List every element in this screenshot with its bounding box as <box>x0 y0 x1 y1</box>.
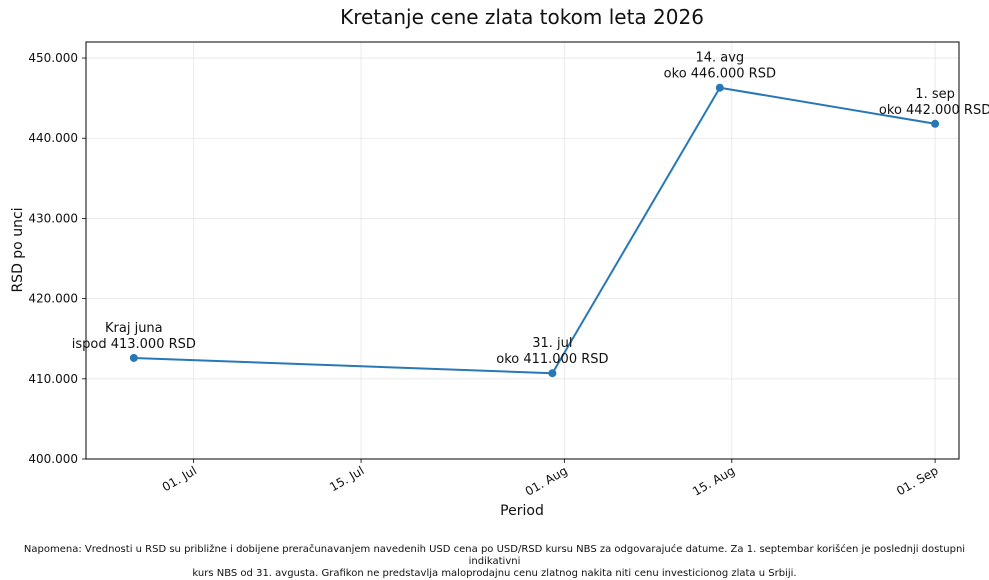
data-label: 14. avg <box>695 51 744 66</box>
data-label: ispod 413.000 RSD <box>72 337 196 352</box>
x-tick-label: 01. Jul <box>160 463 199 494</box>
y-axis-ticks: 400.000 410.000 420.000 430.000 440.000 450.0… <box>28 51 86 466</box>
series-line <box>129 83 940 378</box>
x-axis-ticks: 01. Jul 15. Jul 01. Aug 15. Aug 01. Sep <box>160 459 941 499</box>
y-tick-label: 400.000 <box>28 452 78 466</box>
data-label: Kraj juna <box>105 321 163 336</box>
chart-title: Kretanje cene zlata tokom leta 2026 <box>340 5 704 29</box>
data-label: 1. sep <box>915 87 955 102</box>
data-point <box>931 119 940 128</box>
data-point <box>129 353 138 362</box>
plot-frame <box>85 41 960 460</box>
gold-price-chart: Kretanje cene zlata tokom leta 2026 01. … <box>10 5 989 519</box>
y-tick-label: 430.000 <box>28 211 78 225</box>
y-tick-label: 450.000 <box>28 51 78 65</box>
data-label: oko 411.000 RSD <box>496 352 608 367</box>
footnote-line-2: kurs NBS od 31. avgusta. Grafikon ne pre… <box>192 568 797 579</box>
x-axis-label: Period <box>500 503 544 519</box>
data-point <box>548 369 557 378</box>
data-point <box>715 83 724 92</box>
x-tick-label: 15. Jul <box>327 463 366 494</box>
grid-lines <box>86 42 959 460</box>
price-line <box>133 86 936 375</box>
x-tick-label: 01. Sep <box>894 463 940 498</box>
footnote: Napomena: Vrednosti u RSD su približne i… <box>0 544 989 580</box>
y-axis-label: RSD po unci <box>10 207 26 292</box>
footnote-line-1: Napomena: Vrednosti u RSD su približne i… <box>23 544 966 567</box>
y-tick-label: 420.000 <box>28 292 78 306</box>
data-label: 31. jul <box>532 336 572 351</box>
y-tick-label: 410.000 <box>28 372 78 386</box>
x-tick-label: 15. Aug <box>690 463 737 498</box>
axes <box>85 41 960 460</box>
x-tick-label: 01. Aug <box>523 463 570 498</box>
data-label: oko 446.000 RSD <box>664 67 776 82</box>
data-label: oko 442.000 RSD <box>879 103 989 118</box>
y-tick-label: 440.000 <box>28 131 78 145</box>
